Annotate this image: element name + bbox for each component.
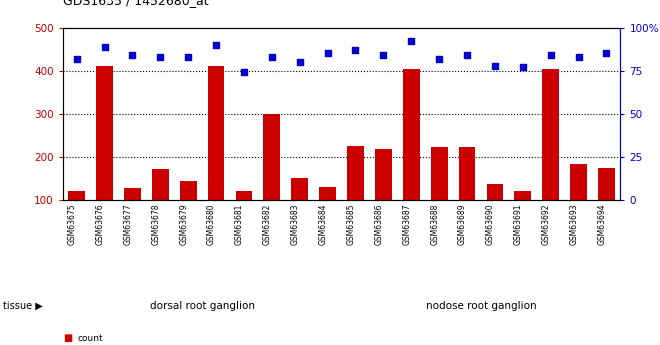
Text: ■: ■ bbox=[63, 333, 72, 343]
Text: GSM63693: GSM63693 bbox=[570, 204, 579, 245]
Text: GDS1635 / 1452680_at: GDS1635 / 1452680_at bbox=[63, 0, 209, 7]
Point bbox=[434, 56, 444, 61]
Bar bbox=[570, 164, 587, 243]
Bar bbox=[543, 69, 559, 243]
Point bbox=[99, 44, 110, 49]
Text: GSM63680: GSM63680 bbox=[207, 204, 216, 245]
Bar bbox=[319, 187, 336, 243]
Bar bbox=[347, 146, 364, 243]
Text: GSM63694: GSM63694 bbox=[597, 204, 607, 245]
Point bbox=[211, 42, 221, 48]
Point bbox=[462, 52, 473, 58]
Text: GSM63679: GSM63679 bbox=[179, 204, 188, 245]
Point bbox=[267, 54, 277, 60]
Bar bbox=[514, 190, 531, 243]
Point bbox=[378, 52, 389, 58]
Text: GSM63688: GSM63688 bbox=[430, 204, 439, 245]
Bar bbox=[598, 168, 615, 243]
Text: GSM63689: GSM63689 bbox=[458, 204, 467, 245]
Point bbox=[183, 54, 193, 60]
Point bbox=[155, 54, 166, 60]
Bar bbox=[291, 178, 308, 243]
Text: GSM63678: GSM63678 bbox=[151, 204, 160, 245]
Bar bbox=[68, 191, 85, 243]
Bar bbox=[180, 181, 197, 243]
Text: nodose root ganglion: nodose root ganglion bbox=[426, 301, 537, 311]
Bar bbox=[96, 66, 113, 243]
Point bbox=[350, 47, 361, 53]
Text: tissue ▶: tissue ▶ bbox=[3, 301, 43, 311]
Point bbox=[294, 59, 305, 65]
Text: GSM63676: GSM63676 bbox=[96, 204, 104, 245]
Text: count: count bbox=[78, 334, 104, 343]
Point bbox=[71, 56, 82, 61]
Text: dorsal root ganglion: dorsal root ganglion bbox=[150, 301, 255, 311]
Bar bbox=[459, 147, 475, 243]
Bar bbox=[124, 188, 141, 243]
Bar bbox=[486, 184, 504, 243]
Bar bbox=[375, 149, 392, 243]
Point bbox=[490, 63, 500, 68]
Point bbox=[322, 51, 333, 56]
Text: GSM63682: GSM63682 bbox=[263, 204, 272, 245]
Text: GSM63681: GSM63681 bbox=[235, 204, 244, 245]
Bar bbox=[431, 148, 447, 243]
Point bbox=[406, 39, 416, 44]
Bar bbox=[152, 169, 169, 243]
Bar bbox=[236, 191, 252, 243]
Text: GSM63686: GSM63686 bbox=[374, 204, 383, 245]
Bar bbox=[263, 114, 280, 243]
Text: GSM63692: GSM63692 bbox=[542, 204, 550, 245]
Point bbox=[545, 52, 556, 58]
Text: GSM63684: GSM63684 bbox=[319, 204, 327, 245]
Text: GSM63691: GSM63691 bbox=[513, 204, 523, 245]
Point bbox=[517, 65, 528, 70]
Point bbox=[127, 52, 138, 58]
Text: GSM63675: GSM63675 bbox=[67, 204, 77, 245]
Text: GSM63683: GSM63683 bbox=[290, 204, 300, 245]
Bar bbox=[403, 69, 420, 243]
Text: GSM63690: GSM63690 bbox=[486, 204, 495, 245]
Point bbox=[601, 51, 612, 56]
Point bbox=[239, 70, 249, 75]
Text: GSM63677: GSM63677 bbox=[123, 204, 133, 245]
Text: GSM63685: GSM63685 bbox=[346, 204, 356, 245]
Text: GSM63687: GSM63687 bbox=[402, 204, 411, 245]
Point bbox=[574, 54, 584, 60]
Bar bbox=[208, 66, 224, 243]
